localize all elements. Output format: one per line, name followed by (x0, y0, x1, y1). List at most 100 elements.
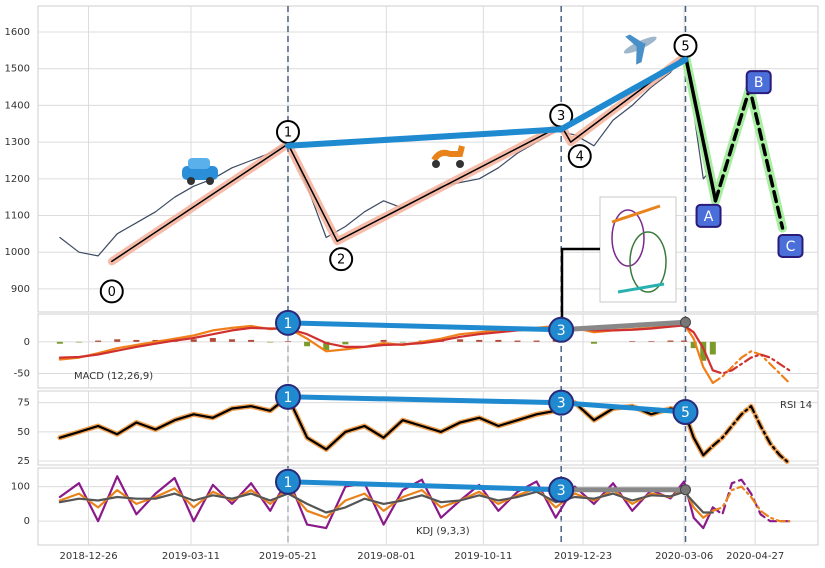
histogram-bar (228, 339, 235, 342)
x-tick-label: 2019-10-11 (454, 551, 512, 562)
histogram-bar (342, 341, 349, 345)
corrective-label: B (754, 75, 764, 91)
series-line (58, 324, 714, 372)
panels (37, 5, 819, 546)
y-tick-label: 1500 (5, 64, 30, 75)
trend-marker (274, 383, 301, 410)
inset-drawing (617, 282, 665, 294)
x-tick-label: 2018-12-26 (59, 551, 117, 562)
y-tick-label: 50 (17, 427, 30, 438)
panel-label: RSI 14 (780, 400, 812, 411)
wave-label: 1 (284, 125, 292, 140)
corrective-box (777, 233, 804, 258)
trend-line (285, 56, 689, 149)
x-tick-label: 2019-08-01 (357, 551, 415, 562)
y-tick-label: 75 (17, 398, 30, 409)
y-tick-label: 100 (11, 482, 30, 493)
car-icon (182, 158, 218, 185)
y-tick-label: 1000 (5, 247, 30, 258)
extension-line (558, 319, 688, 333)
series-line (711, 405, 791, 465)
trend-label: 1 (284, 316, 293, 332)
series-line (711, 353, 791, 375)
histogram-bar (380, 339, 387, 342)
plot-layer: 9001000110012001300140015001600-50025507… (5, 6, 818, 562)
corrective-label: A (704, 209, 714, 225)
wave-label: 0 (108, 285, 116, 300)
y-tick-label: 25 (17, 456, 30, 467)
pictograms (182, 34, 677, 322)
x-tick-label: 2019-05-21 (259, 551, 317, 562)
y-tick-label: 1200 (5, 174, 30, 185)
trend-marker (548, 389, 575, 416)
y-tick-label: 1400 (5, 100, 30, 111)
histogram-bar (648, 341, 655, 342)
histogram-bar (457, 339, 464, 342)
plane-icon (623, 34, 657, 65)
wheel (187, 177, 195, 185)
x-tick-label: 2019-12-23 (554, 551, 612, 562)
inset-drawing (611, 209, 645, 267)
histogram-bar (133, 339, 140, 342)
trend-label: 3 (557, 323, 566, 339)
annotation-layer: 0 1 2 3 4 5 A B C MACD (12,26,9) 1 3 RSI 14 1 3 5 KDJ (9… (74, 33, 812, 537)
trend-marker (548, 316, 575, 343)
inset-connector (560, 247, 600, 322)
series-line (58, 475, 714, 530)
corrective-link (683, 55, 718, 202)
wings (625, 34, 646, 65)
wave-label: 5 (681, 39, 689, 54)
wheel (456, 160, 464, 168)
trend-line (285, 479, 564, 493)
histogram-bar (95, 340, 102, 342)
trend-label: 3 (557, 396, 566, 412)
histogram-bar (709, 341, 716, 355)
y-tick-label: 1300 (5, 137, 30, 148)
wave-label: 2 (337, 253, 345, 268)
extension-end (679, 484, 691, 496)
scooter-icon (431, 145, 465, 168)
histogram-bar (495, 339, 502, 342)
wave-marker (329, 247, 354, 272)
x-tick-label: 2020-04-27 (726, 551, 784, 562)
y-tick-label: -50 (14, 368, 30, 379)
histogram-bar (75, 341, 82, 343)
histogram-bar (700, 341, 707, 361)
inset-drawing (611, 204, 661, 224)
car-body (182, 166, 218, 180)
trend-marker (672, 399, 699, 426)
histogram-bar (690, 341, 697, 349)
histogram-bar (267, 341, 274, 343)
histogram-bar (629, 341, 636, 342)
histogram-bar (114, 339, 121, 342)
corrective-label: C (786, 239, 796, 255)
trend-label: 1 (284, 475, 293, 491)
histogram-bar (590, 341, 597, 344)
wave-label: 4 (576, 150, 584, 165)
series-line (58, 490, 714, 514)
y-tick-label: 1600 (5, 27, 30, 38)
histogram-bar (323, 341, 330, 351)
series-line (711, 485, 791, 523)
histogram-bar (284, 341, 291, 342)
wheel (432, 160, 440, 168)
wave-line (111, 55, 687, 263)
x-tick-label: 2019-03-11 (162, 551, 220, 562)
series-line (58, 487, 714, 519)
kdj-panel (37, 467, 819, 546)
y-tick-label: 0 (24, 516, 30, 527)
corrective-box (745, 70, 772, 95)
trend-marker (548, 476, 575, 503)
wave-marker (99, 279, 124, 304)
series-line (711, 350, 791, 384)
trend-label: 1 (284, 390, 293, 406)
y-tick-label: 900 (11, 284, 30, 295)
histogram-bar (533, 340, 540, 342)
scooter-body (431, 145, 465, 162)
y-tick-label: 1100 (5, 211, 30, 222)
wave-marker (567, 144, 592, 169)
trend-marker (274, 468, 301, 495)
trend-label: 3 (557, 483, 566, 499)
corrective-box (695, 203, 722, 228)
